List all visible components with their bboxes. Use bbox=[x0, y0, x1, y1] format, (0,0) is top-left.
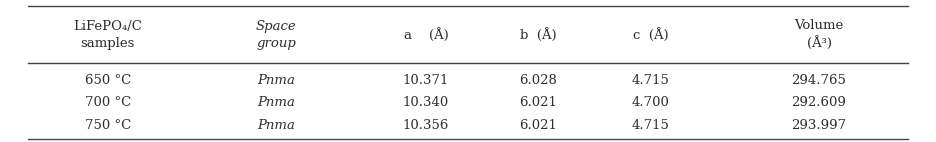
Text: 6.028: 6.028 bbox=[519, 74, 557, 87]
Text: 4.715: 4.715 bbox=[632, 74, 669, 87]
Text: 292.609: 292.609 bbox=[792, 96, 846, 109]
Text: 6.021: 6.021 bbox=[519, 119, 557, 132]
Text: a    (Å): a (Å) bbox=[403, 28, 448, 42]
Text: 294.765: 294.765 bbox=[792, 74, 846, 87]
Text: Pnma: Pnma bbox=[257, 74, 295, 87]
Text: Volume
(Å³): Volume (Å³) bbox=[795, 19, 843, 50]
Text: 293.997: 293.997 bbox=[792, 119, 846, 132]
Text: 650 °C: 650 °C bbox=[84, 74, 131, 87]
Text: Pnma: Pnma bbox=[257, 119, 295, 132]
Text: 750 °C: 750 °C bbox=[84, 119, 131, 132]
Text: c  (Å): c (Å) bbox=[633, 28, 668, 42]
Text: 6.021: 6.021 bbox=[519, 96, 557, 109]
Text: Pnma: Pnma bbox=[257, 96, 295, 109]
Text: b  (Å): b (Å) bbox=[519, 28, 557, 42]
Text: 4.715: 4.715 bbox=[632, 119, 669, 132]
Text: 4.700: 4.700 bbox=[632, 96, 669, 109]
Text: 700 °C: 700 °C bbox=[84, 96, 131, 109]
Text: Space
group: Space group bbox=[256, 20, 297, 50]
Text: 10.340: 10.340 bbox=[402, 96, 449, 109]
Text: 10.371: 10.371 bbox=[402, 74, 449, 87]
Text: 10.356: 10.356 bbox=[402, 119, 449, 132]
Text: LiFePO₄/C
samples: LiFePO₄/C samples bbox=[73, 20, 142, 50]
